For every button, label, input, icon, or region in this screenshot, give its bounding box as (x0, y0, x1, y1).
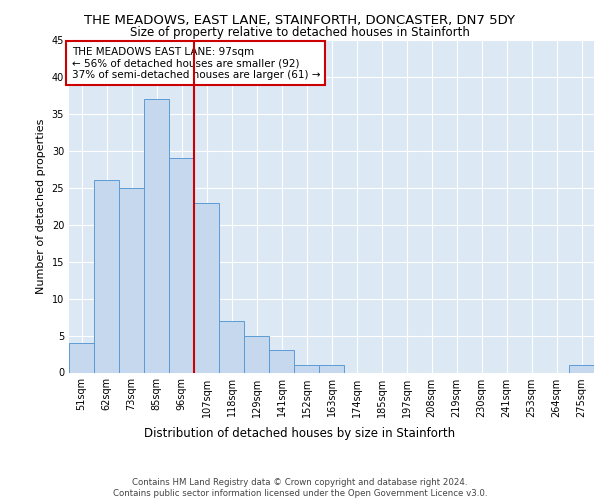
Bar (319, 365, 344, 372)
Bar (569, 365, 594, 372)
Text: THE MEADOWS EAST LANE: 97sqm
← 56% of detached houses are smaller (92)
37% of se: THE MEADOWS EAST LANE: 97sqm ← 56% of de… (71, 46, 320, 80)
Bar (294, 365, 319, 372)
Bar (219, 321, 244, 372)
Bar (94, 180, 119, 372)
Text: Size of property relative to detached houses in Stainforth: Size of property relative to detached ho… (130, 26, 470, 39)
Y-axis label: Number of detached properties: Number of detached properties (36, 118, 46, 294)
Bar (169, 158, 194, 372)
Text: Contains HM Land Registry data © Crown copyright and database right 2024.
Contai: Contains HM Land Registry data © Crown c… (113, 478, 487, 498)
Bar (144, 99, 169, 372)
Bar (69, 343, 94, 372)
Bar (244, 336, 269, 372)
Text: THE MEADOWS, EAST LANE, STAINFORTH, DONCASTER, DN7 5DY: THE MEADOWS, EAST LANE, STAINFORTH, DONC… (85, 14, 515, 27)
Bar (194, 202, 219, 372)
Text: Distribution of detached houses by size in Stainforth: Distribution of detached houses by size … (145, 428, 455, 440)
Bar (269, 350, 294, 372)
Bar (119, 188, 144, 372)
